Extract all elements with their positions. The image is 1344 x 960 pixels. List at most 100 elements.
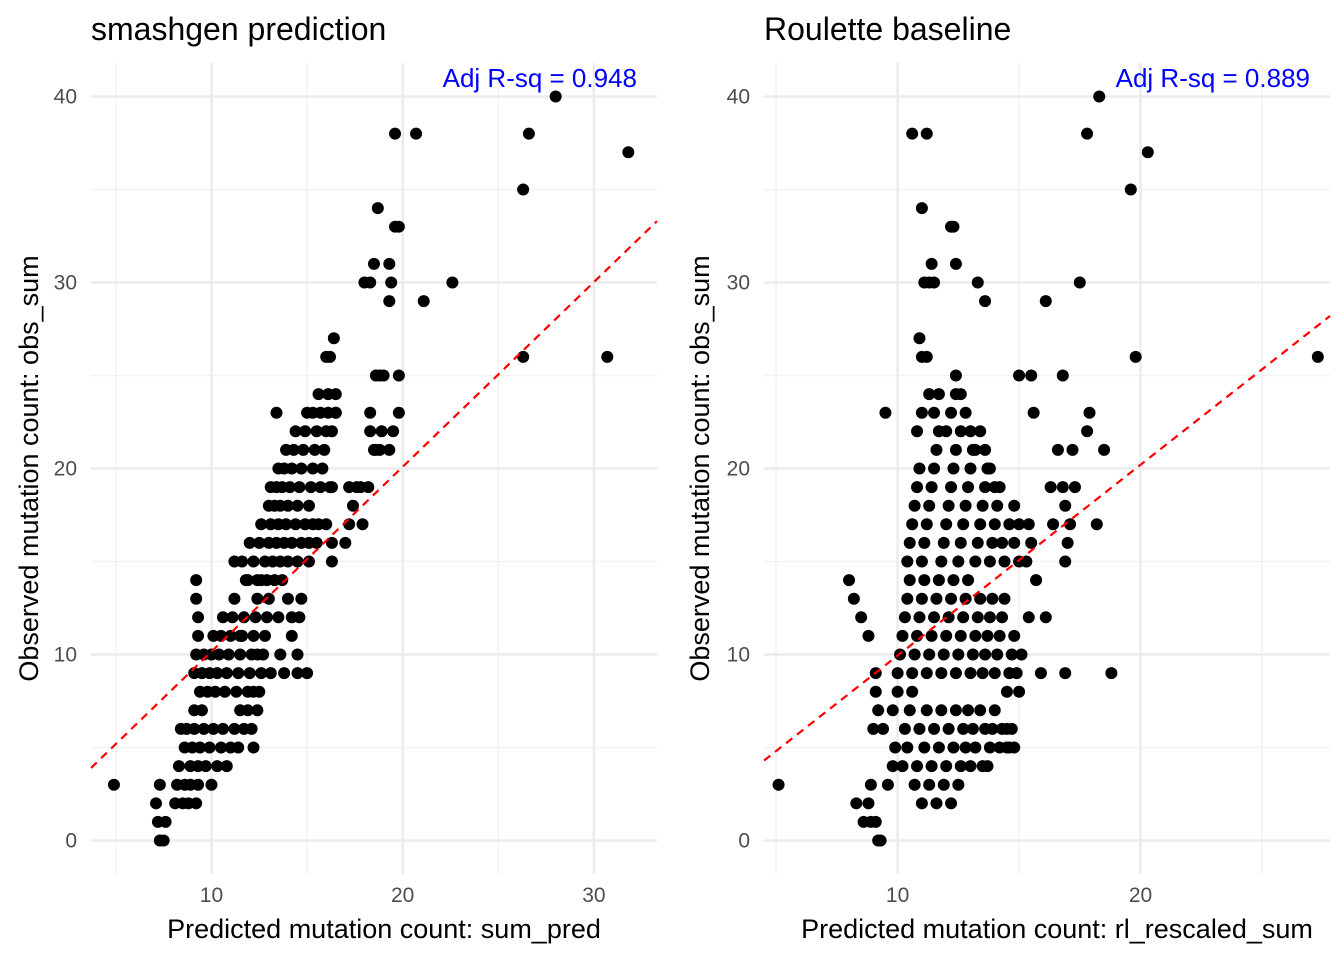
data-point [289,425,302,438]
data-point [962,481,975,494]
data-point [243,667,256,680]
fit-line [763,315,1331,762]
data-point [981,760,994,773]
data-point [964,760,977,773]
data-point [1020,555,1033,568]
data-point [913,332,926,345]
data-point [867,722,880,735]
data-point [190,797,203,810]
data-point [107,778,120,791]
data-point [979,443,992,456]
data-point [1022,518,1035,531]
data-point [988,704,1001,717]
fit-line [90,220,658,769]
data-point [940,425,953,438]
data-point [1059,555,1072,568]
data-point [988,667,1001,680]
data-point [949,704,962,717]
data-point [971,536,984,549]
data-point [947,462,960,475]
data-point [299,425,312,438]
data-point [945,406,958,419]
data-point [371,202,384,215]
data-point [364,406,377,419]
data-point [228,592,241,605]
data-point [920,350,933,363]
data-point [942,611,955,624]
data-point [1081,127,1094,140]
data-point [901,741,914,754]
data-point [952,555,965,568]
data-point [203,741,216,754]
data-point [903,704,916,717]
data-point [957,611,970,624]
data-point [1061,536,1074,549]
data-point [310,536,323,549]
data-point [310,425,323,438]
data-point [869,685,882,698]
data-point [1141,146,1154,159]
data-point [889,741,902,754]
data-point [901,555,914,568]
data-point [935,667,948,680]
data-point [940,629,953,642]
x-tick-label: 30 [582,884,605,907]
data-point [937,536,950,549]
data-point [241,574,254,587]
data-point [172,760,185,773]
data-point [954,629,967,642]
data-point [952,648,965,661]
data-point [264,667,277,680]
data-point [1056,481,1069,494]
data-point [915,555,928,568]
data-point [218,685,231,698]
data-point [993,629,1006,642]
data-point [192,611,205,624]
data-point [918,741,931,754]
data-point [913,722,926,735]
data-point [952,778,965,791]
data-point [318,443,331,456]
data-point [903,536,916,549]
data-point [964,667,977,680]
data-point [291,648,304,661]
data-point [272,611,285,624]
data-point [320,518,333,531]
data-point [1056,369,1069,382]
data-point [869,815,882,828]
data-point [915,202,928,215]
data-point [920,127,933,140]
data-point [1015,648,1028,661]
data-point [234,648,247,661]
y-tick-label: 0 [738,830,750,853]
data-point [969,443,982,456]
data-point [346,499,359,512]
data-point [979,481,992,494]
data-point [325,536,338,549]
data-point [940,518,953,531]
y-tick-label: 0 [65,830,77,853]
data-point [925,760,938,773]
data-point [928,611,941,624]
data-point [1013,685,1026,698]
data-point [193,741,206,754]
data-point [285,611,298,624]
data-point [928,276,941,289]
data-point [1013,369,1026,382]
data-point [383,295,396,308]
data-point [325,481,338,494]
data-point [1105,667,1118,680]
data-point [281,499,294,512]
data-point [891,667,904,680]
data-point [1030,574,1043,587]
data-point [976,499,989,512]
data-point [1129,350,1142,363]
panel-roulette: 10 20 0 10 20 30 40 Adj R-sq = 0.889 Roulette ba… [685,11,1331,944]
data-point [942,722,955,735]
data-point [517,183,530,196]
data-point [243,536,256,549]
data-point [945,481,958,494]
data-point [937,648,950,661]
data-point [281,592,294,605]
data-point [979,295,992,308]
